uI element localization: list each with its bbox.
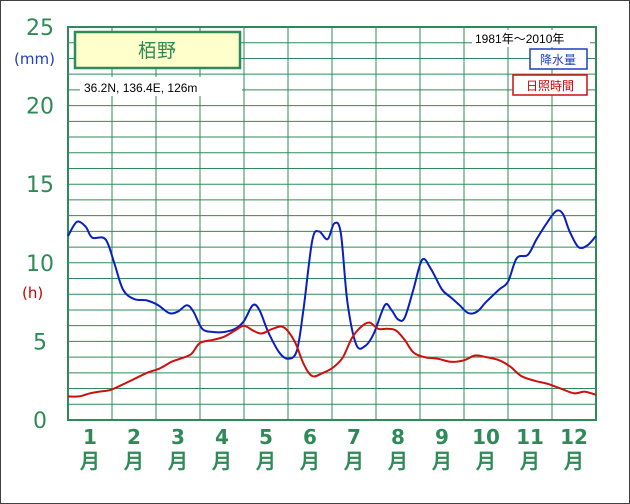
x-tick-label: 11	[516, 425, 544, 449]
x-tick-suffix: 月	[299, 449, 320, 473]
x-tick-suffix: 月	[123, 449, 144, 473]
y-tick-label: 5	[33, 330, 47, 355]
x-tick-suffix: 月	[255, 449, 276, 473]
x-tick-suffix: 月	[519, 449, 540, 473]
precip-line	[67, 209, 597, 360]
legend-sun-box	[512, 74, 588, 96]
x-tick-label: 12	[560, 425, 588, 449]
x-tick-label: 6	[303, 425, 317, 449]
x-tick-suffix: 月	[387, 449, 408, 473]
station-box	[73, 30, 242, 70]
x-tick-suffix: 月	[563, 449, 584, 473]
legend-sun-label: 日照時間	[526, 79, 574, 93]
y-unit-precip: (mm)	[14, 50, 55, 68]
x-tick-label: 5	[259, 425, 273, 449]
x-tick-label: 4	[215, 425, 229, 449]
location-text: 36.2N, 136.4E, 126m	[84, 81, 197, 95]
station-name: 栢野	[138, 40, 176, 62]
y-tick-label: 25	[26, 16, 54, 41]
x-tick-suffix: 月	[431, 449, 452, 473]
x-tick-suffix: 月	[475, 449, 496, 473]
x-tick-suffix: 月	[343, 449, 364, 473]
series-lines	[67, 209, 597, 398]
y-tick-label: 15	[26, 173, 54, 198]
x-tick-label: 3	[171, 425, 185, 449]
x-tick-label: 8	[391, 425, 405, 449]
x-tick-label: 2	[127, 425, 141, 449]
x-tick-label: 9	[435, 425, 449, 449]
y-unit-sun: (h)	[22, 284, 43, 302]
period-bg	[472, 30, 590, 47]
x-tick-suffix: 月	[211, 449, 232, 473]
y-tick-label: 0	[33, 409, 47, 434]
x-tick-label: 7	[347, 425, 361, 449]
y-axis-ticks: 0 5 10 15 20 25	[26, 16, 54, 434]
y-tick-label: 10	[26, 252, 54, 277]
period-text: 1981年〜2010年	[475, 32, 564, 46]
sunshine-line	[67, 321, 597, 398]
location-bg	[80, 77, 242, 96]
legend-precip-box	[529, 48, 588, 70]
x-tick-suffix: 月	[79, 449, 100, 473]
legend-precip-label: 降水量	[540, 53, 576, 67]
x-tick-label: 1	[83, 425, 97, 449]
y-tick-label: 20	[26, 95, 54, 120]
x-tick-suffix: 月	[167, 449, 188, 473]
x-tick-label: 10	[472, 425, 500, 449]
